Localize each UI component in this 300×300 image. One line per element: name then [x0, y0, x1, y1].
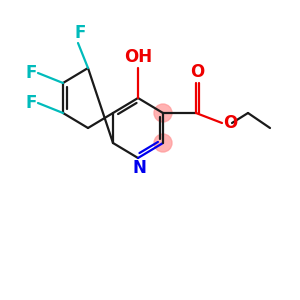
Text: F: F	[26, 94, 37, 112]
Circle shape	[154, 134, 172, 152]
Text: O: O	[190, 63, 204, 81]
Text: N: N	[132, 159, 146, 177]
Circle shape	[154, 104, 172, 122]
Text: OH: OH	[124, 48, 152, 66]
Text: F: F	[26, 64, 37, 82]
Text: F: F	[74, 24, 86, 42]
Text: O: O	[223, 114, 237, 132]
